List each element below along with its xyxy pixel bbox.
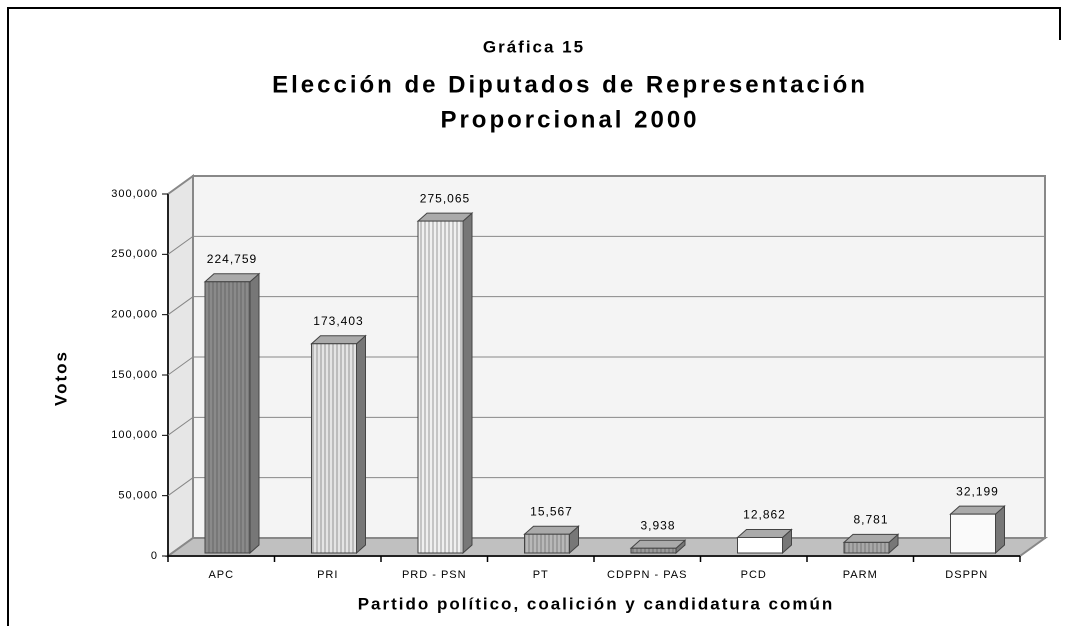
x-tick-label: PT bbox=[533, 569, 549, 581]
floor bbox=[164, 537, 1049, 557]
bar-top bbox=[416, 212, 474, 222]
y-tick-label: 200,000 bbox=[111, 309, 158, 321]
x-tick-label: DSPPN bbox=[945, 569, 988, 581]
x-tick-label: APC bbox=[208, 569, 234, 581]
value-label: 32,199 bbox=[956, 484, 999, 498]
bar-pattern bbox=[844, 542, 889, 553]
value-label: 8,781 bbox=[853, 513, 888, 527]
grid-line bbox=[167, 235, 1045, 255]
frame bbox=[7, 7, 1061, 626]
x-tick-label: PARM bbox=[843, 569, 878, 581]
grid-line bbox=[167, 356, 1045, 376]
grid-line bbox=[167, 296, 1045, 316]
bar-top bbox=[842, 533, 900, 543]
bar-pattern bbox=[631, 548, 676, 553]
bar-pattern bbox=[311, 343, 357, 553]
grid-line bbox=[167, 175, 1045, 195]
bar-top bbox=[310, 335, 367, 345]
bar bbox=[310, 334, 367, 555]
bar-pattern bbox=[205, 281, 250, 553]
value-label: 3,938 bbox=[640, 518, 675, 532]
bar-side bbox=[249, 272, 260, 555]
bar bbox=[842, 533, 900, 555]
y-axis-label: Votos bbox=[51, 350, 70, 406]
bar bbox=[523, 525, 580, 555]
bar-top bbox=[736, 528, 793, 538]
y-tick-label: 150,000 bbox=[111, 369, 158, 381]
bar-top bbox=[523, 525, 580, 535]
bar-top bbox=[949, 505, 1006, 515]
bar bbox=[736, 528, 793, 555]
chart-title: Gráfica 15 bbox=[483, 37, 585, 56]
bar-side bbox=[462, 211, 473, 555]
bar bbox=[949, 505, 1006, 555]
y-tick-label: 300,000 bbox=[111, 188, 158, 200]
walls bbox=[164, 174, 1049, 558]
x-tick-label: PCD bbox=[741, 569, 767, 581]
bar-top bbox=[629, 539, 687, 549]
y-tick-label: 0 bbox=[151, 550, 158, 562]
value-label: 224,759 bbox=[207, 252, 257, 266]
bar-pattern bbox=[524, 534, 570, 553]
bar bbox=[416, 211, 474, 555]
bar-front bbox=[950, 513, 996, 554]
value-label: 275,065 bbox=[420, 191, 470, 205]
y-tick-label: 250,000 bbox=[111, 248, 158, 260]
chart-subtitle: Proporcional 2000 bbox=[440, 106, 699, 133]
x-axis-label: Partido político, coalición y candidatur… bbox=[358, 594, 835, 613]
bar bbox=[203, 272, 261, 555]
grid-line bbox=[167, 416, 1045, 436]
grid-line bbox=[167, 477, 1045, 497]
value-label: 12,862 bbox=[743, 508, 786, 522]
bar-pattern bbox=[418, 221, 463, 553]
y-tick-label: 50,000 bbox=[118, 490, 158, 502]
bar-front bbox=[737, 536, 783, 554]
x-tick-label: PRI bbox=[317, 569, 338, 581]
x-tick-label: PRD - PSN bbox=[402, 569, 467, 581]
bar-side bbox=[356, 334, 366, 555]
chart-subtitle: Elección de Diputados de Representación bbox=[272, 71, 868, 98]
value-label: 173,403 bbox=[313, 314, 363, 328]
value-label: 15,567 bbox=[530, 504, 573, 518]
bar bbox=[629, 539, 687, 555]
x-tick-label: CDPPN - PAS bbox=[607, 569, 687, 581]
y-tick-label: 100,000 bbox=[111, 429, 158, 441]
bar-top bbox=[203, 273, 261, 283]
